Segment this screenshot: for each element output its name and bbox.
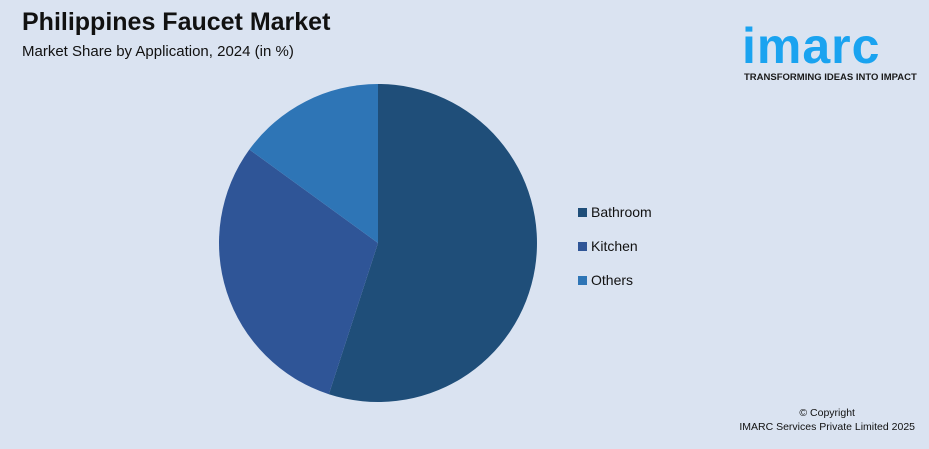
legend-label: Bathroom (591, 204, 652, 220)
imarc-logo: imarc TRANSFORMING IDEAS INTO IMPACT (740, 4, 925, 86)
legend-item-others: Others (578, 255, 652, 305)
chart-title: Philippines Faucet Market (22, 8, 331, 36)
pie-slice-kitchen (218, 149, 378, 395)
logo-wordmark: imarc (742, 18, 881, 74)
legend: Bathroom Kitchen Others (578, 187, 652, 305)
legend-swatch (578, 275, 587, 285)
legend-item-kitchen: Kitchen (578, 221, 652, 271)
logo-tagline: TRANSFORMING IDEAS INTO IMPACT (744, 72, 917, 83)
pie-slice-bathroom (328, 84, 537, 402)
legend-swatch (578, 241, 587, 251)
pie-slice-others (249, 84, 378, 243)
copyright: © Copyright IMARC Services Private Limit… (739, 406, 915, 434)
copyright-line: © Copyright (799, 407, 855, 419)
legend-item-bathroom: Bathroom (578, 187, 652, 237)
legend-swatch (578, 207, 587, 217)
chart-subtitle: Market Share by Application, 2024 (in %) (22, 43, 294, 60)
legend-label: Others (591, 272, 634, 288)
copyright-company: IMARC Services Private Limited 2025 (739, 421, 915, 433)
legend-label: Kitchen (591, 238, 638, 254)
